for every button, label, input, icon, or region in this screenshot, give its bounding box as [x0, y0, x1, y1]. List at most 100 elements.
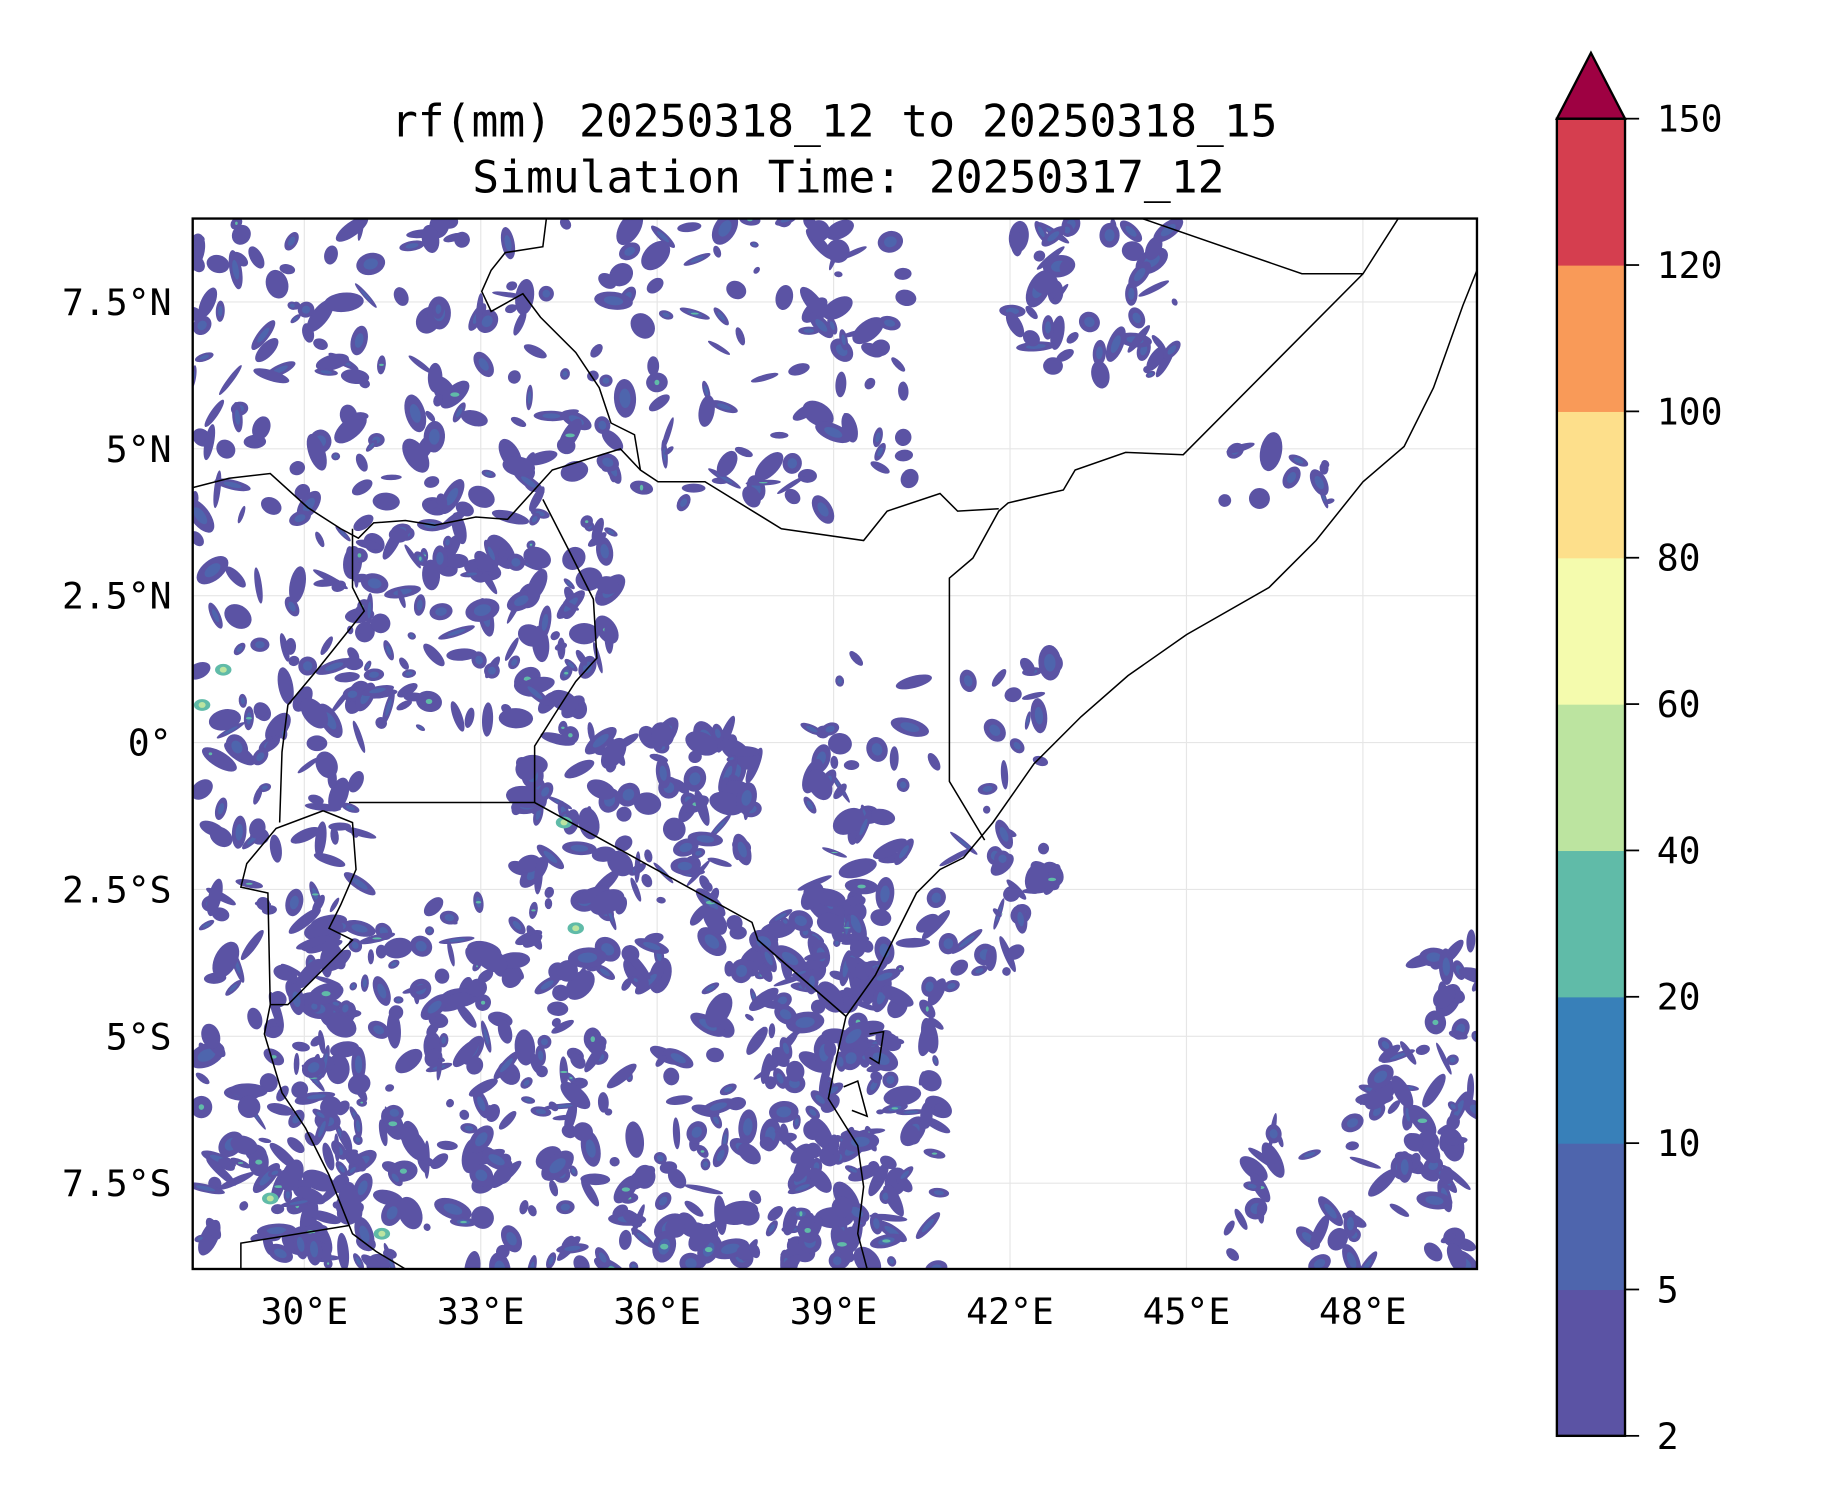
rain-contour [380, 474, 402, 481]
rain-contour [324, 292, 364, 313]
rain-contour [598, 272, 617, 289]
rain-contour [834, 940, 839, 945]
rain-contour [680, 498, 688, 507]
rain-contour [850, 1136, 870, 1147]
rain-contour [900, 1170, 910, 1180]
rain-contour [521, 476, 537, 488]
rain-contour [900, 468, 919, 489]
rain-contour [477, 969, 494, 983]
rain-contour [396, 998, 402, 1002]
rain-contour [809, 1117, 834, 1150]
rain-contour [895, 289, 917, 307]
rain-contour [203, 424, 216, 461]
rain-contour [1391, 1075, 1414, 1109]
rain-contour [1096, 346, 1103, 360]
rain-contour [688, 750, 702, 764]
rain-contour [524, 1098, 532, 1102]
rain-contour [540, 980, 554, 990]
rain-contour [290, 826, 321, 844]
rain-contour [1345, 1141, 1359, 1151]
rain-contour [575, 567, 603, 591]
rain-contour [306, 735, 328, 752]
rain-contour [416, 599, 423, 611]
chart-title: rf(mm) 20250318_12 to 20250318_15 Simula… [391, 95, 1278, 203]
rain-contour [1064, 226, 1071, 234]
rain-contour [752, 243, 757, 247]
rain-contour [758, 481, 768, 484]
rain-contour [644, 849, 653, 863]
rain-contour [636, 1232, 649, 1243]
border-line [827, 269, 1477, 1269]
rain-contour [646, 277, 664, 294]
rain-contour [268, 991, 284, 1030]
rain-contour [559, 218, 572, 230]
rain-contour [681, 483, 706, 493]
rain-contour [560, 819, 568, 826]
rain-contour [704, 385, 709, 396]
rain-contour [767, 1206, 783, 1221]
rain-contour [439, 507, 470, 530]
rain-contour [567, 662, 575, 669]
rain-contour [782, 1042, 790, 1054]
rain-contour [1021, 691, 1046, 700]
rain-contour [239, 1201, 249, 1211]
rain-contour [529, 486, 545, 512]
rain-contour [427, 1000, 442, 1014]
rain-contour [338, 1164, 345, 1173]
rain-contour [690, 256, 704, 263]
rain-contour [320, 370, 333, 374]
y-tick-label: 5°S [106, 1015, 172, 1058]
rain-contour [209, 826, 233, 848]
rain-contour [454, 231, 470, 248]
rain-contour [549, 1180, 559, 1197]
rain-contour [423, 643, 445, 667]
rain-contour [388, 1005, 404, 1020]
rain-contour [192, 531, 204, 547]
rain-contour [1373, 1070, 1388, 1083]
rain-contour [659, 1196, 668, 1206]
rain-contour [514, 595, 529, 607]
rain-contour [677, 861, 693, 871]
rain-contour [927, 978, 947, 1006]
rain-contour [1471, 980, 1477, 992]
rain-contour [718, 220, 732, 237]
rain-contour [349, 1166, 356, 1174]
rain-contour [261, 785, 268, 790]
rain-contour [206, 254, 230, 274]
rain-contour [768, 1023, 776, 1039]
rain-contour [195, 1072, 210, 1085]
rain-contour [554, 642, 567, 651]
rain-contour [876, 972, 893, 981]
rain-contour [705, 992, 733, 1028]
rain-contour [391, 1173, 400, 1182]
rain-contour [485, 1104, 500, 1122]
rain-contour [651, 722, 674, 747]
rain-contour [560, 460, 589, 482]
rain-contour [621, 1187, 631, 1192]
rain-contour [301, 305, 311, 314]
rain-contour [1400, 1159, 1409, 1175]
rain-contour [386, 1206, 398, 1220]
rain-contour [647, 356, 660, 376]
rain-contour [348, 771, 364, 793]
rain-contour [389, 1108, 400, 1117]
rain-contour [1450, 1103, 1456, 1110]
rain-contour [1045, 321, 1051, 334]
colorbar-tick-label: 100 [1657, 390, 1723, 433]
rain-contour [721, 1243, 740, 1255]
rain-contour [324, 662, 344, 671]
map-frame [191, 217, 1479, 1271]
rain-contour [1422, 1073, 1446, 1108]
rain-contour [418, 726, 423, 730]
rain-contour [466, 1056, 484, 1075]
rain-contour [1433, 985, 1456, 1009]
rain-contour [709, 1102, 728, 1111]
rain-contour [933, 1057, 938, 1064]
rain-contour [679, 842, 693, 853]
rain-contour [1458, 967, 1477, 985]
rain-contour [427, 928, 432, 934]
rain-contour [1248, 487, 1270, 509]
rain-contour [400, 1127, 428, 1161]
rain-contour [512, 920, 522, 930]
rain-contour [527, 568, 548, 601]
